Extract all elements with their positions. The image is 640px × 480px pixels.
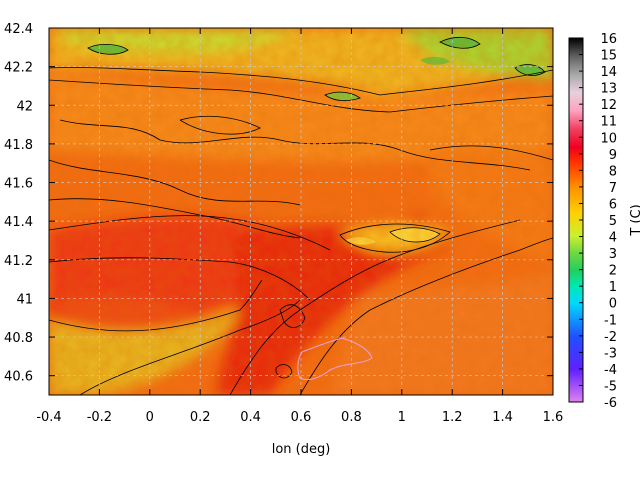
colorbar-tick-label: -4 [604, 363, 617, 378]
contour-line-low [297, 337, 373, 381]
colorbar-tick-label: -1 [604, 313, 617, 328]
grid-lines-x [99, 28, 503, 395]
grid-lines-y [49, 66, 553, 377]
colorbar-tick-label: 9 [609, 148, 617, 163]
contour-line [299, 237, 553, 395]
contour-line [49, 79, 553, 113]
contour-line [279, 304, 306, 328]
y-tick-label: 40.8 [4, 331, 33, 346]
contour-line [514, 64, 546, 76]
y-tick-label: 41.8 [4, 138, 33, 153]
y-tick-label: 42 [16, 99, 33, 114]
x-tick-label: 0.8 [341, 410, 362, 425]
x-tick-label: 0 [146, 410, 154, 425]
x-tick-label: 1.6 [543, 410, 564, 425]
colorbar-tick-label: 12 [600, 98, 617, 113]
colorbar-tick-label: 6 [609, 197, 617, 212]
y-axis-ticks: 40.6 40.8 41 41.2 41.4 41.6 41.8 42 42.2 42.4 [4, 22, 553, 385]
contour-line [229, 219, 521, 395]
colorbar-tick-label: 0 [609, 297, 617, 312]
colorbar-tick-label: -6 [604, 396, 617, 411]
colorbar-tick-label: 16 [600, 32, 617, 47]
y-tick-label: 41.6 [4, 177, 33, 192]
colorbar-tick-label: 7 [609, 181, 617, 196]
contour-line [79, 299, 301, 395]
contour-line [389, 227, 441, 243]
y-tick-label: 42.2 [4, 61, 33, 76]
colorbar-tick-label: -3 [604, 346, 617, 361]
contour-line [429, 145, 553, 161]
y-tick-label: 41.4 [4, 215, 33, 230]
x-axis-ticks: -0.4 -0.2 0 0.2 0.4 0.6 0.8 1 1.2 1.4 1.6 [36, 28, 563, 425]
x-tick-label: 0.4 [240, 410, 261, 425]
x-tick-label: 0.2 [190, 410, 211, 425]
colorbar-label: T (C) [629, 204, 640, 236]
colorbar-tick-label: 8 [609, 164, 617, 179]
colorbar-tick-label: 4 [609, 231, 617, 246]
x-tick-label: 1.4 [492, 410, 513, 425]
colorbar-tick-label: 2 [609, 264, 617, 279]
colorbar-tick-label: -5 [604, 379, 617, 394]
contour-line [179, 115, 261, 135]
colorbar-tick-label: 1 [609, 280, 617, 295]
y-tick-label: 41 [16, 292, 33, 307]
contour-line [339, 223, 451, 253]
x-tick-label: -0.4 [36, 410, 61, 425]
x-axis-label: lon (deg) [272, 442, 331, 457]
x-tick-label: -0.2 [87, 410, 112, 425]
contour-lines [49, 36, 553, 395]
colorbar-tick-label: 5 [609, 214, 617, 229]
contour-line [49, 257, 311, 301]
contour-line [439, 36, 481, 49]
colorbar-tick-label: 11 [600, 115, 617, 130]
y-tick-label: 41.2 [4, 254, 33, 269]
colorbar-tick-label: 3 [609, 247, 617, 262]
x-tick-label: 1.2 [442, 410, 463, 425]
y-tick-label: 40.6 [4, 370, 33, 385]
contour-line [49, 215, 331, 251]
contour-line [324, 91, 361, 102]
colorbar-tick-label: 13 [600, 82, 617, 97]
contour-line [49, 279, 263, 332]
colorbar-tick-label: -2 [604, 330, 617, 345]
x-tick-label: 0.6 [291, 410, 312, 425]
y-tick-label: 42.4 [4, 22, 33, 37]
x-tick-label: 1 [398, 410, 406, 425]
colorbar-tick-label: 15 [600, 49, 617, 64]
colorbar-tick-label: 10 [600, 131, 617, 146]
contour-line [49, 67, 553, 96]
contour-line [59, 119, 531, 171]
contour-line [49, 159, 301, 206]
colorbar-tick-label: 14 [600, 65, 617, 80]
